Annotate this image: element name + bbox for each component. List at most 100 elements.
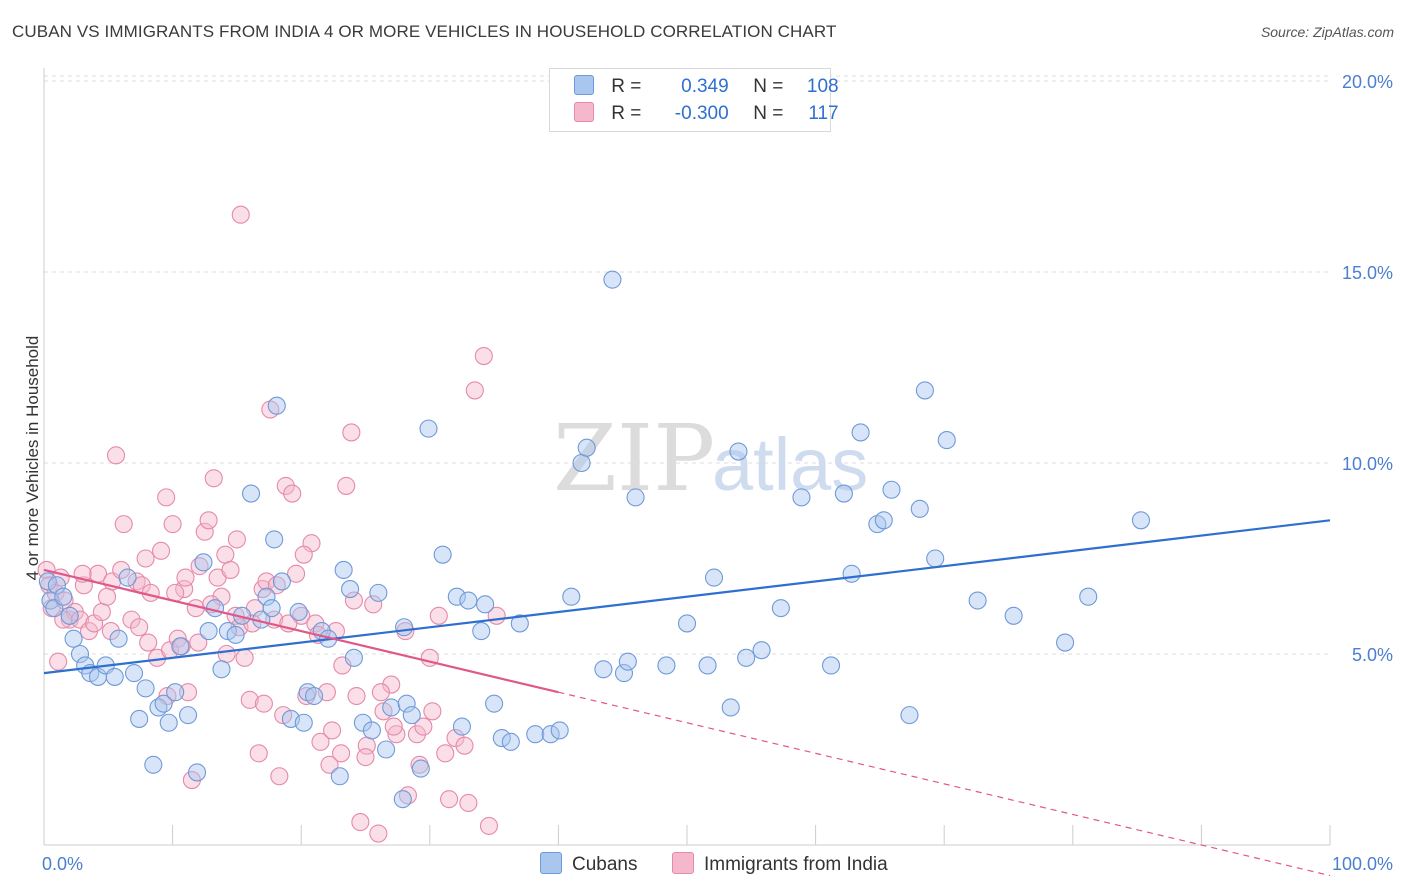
india-point — [436, 744, 455, 763]
cuban-point — [38, 572, 57, 591]
cuban-point — [377, 740, 396, 759]
india-point — [257, 572, 276, 591]
india-point — [429, 606, 448, 625]
legend-n-value: 117 — [808, 103, 839, 124]
cuban-point — [47, 576, 66, 595]
india-point — [114, 515, 133, 534]
cuban-point — [118, 568, 137, 587]
india-point — [276, 476, 295, 495]
cuban-point — [199, 622, 218, 641]
cuban-point — [305, 686, 324, 706]
india-point — [356, 748, 375, 767]
legend-r-value: -0.300 — [674, 103, 729, 124]
legend-n-value: 108 — [806, 76, 839, 97]
bottom-legend-india: Immigrants from India — [672, 852, 888, 876]
cuban-point — [226, 625, 245, 644]
cuban-point — [1004, 606, 1023, 625]
india-point — [212, 587, 231, 606]
legend-swatch-india — [574, 102, 594, 122]
india-point — [337, 476, 356, 495]
cuban-point — [241, 484, 261, 503]
india-points — [37, 205, 506, 843]
cuban-point — [212, 660, 231, 679]
india-point — [130, 618, 149, 637]
cuban-point — [626, 488, 645, 507]
cuban-point — [136, 679, 155, 698]
legend: R = 0.349 N = 108 R = -0.300 N = 117 — [549, 68, 839, 132]
india-point — [176, 568, 195, 587]
india-point — [474, 346, 493, 366]
cuban-point — [54, 587, 73, 606]
india-point — [283, 484, 302, 503]
tick-labels: 5.0% 10.0% 15.0% 20.0% 0.0% 100.0% — [42, 72, 1393, 874]
cuban-point — [70, 644, 90, 664]
cuban-point — [194, 553, 213, 572]
cuban-point — [393, 790, 412, 809]
india-point — [175, 580, 194, 599]
india-point — [440, 790, 459, 809]
india-point — [465, 381, 484, 400]
legend-r-label: R = — [611, 76, 642, 97]
cuban-point — [1056, 633, 1075, 652]
cuban-point — [476, 595, 495, 614]
cuban-point — [915, 381, 934, 400]
cuban-point — [171, 637, 190, 656]
cuban-point — [267, 396, 286, 415]
cuban-point — [737, 648, 756, 667]
cuban-point — [341, 580, 360, 599]
bottom-legend-label: Cubans — [572, 854, 638, 875]
x-tick-label: 100.0% — [1332, 854, 1393, 874]
cuban-point — [882, 480, 901, 499]
cuban-point — [577, 438, 596, 457]
cuban-point — [657, 656, 676, 675]
cuban-point — [937, 431, 956, 450]
cuban-point — [411, 759, 430, 778]
cuban-trend-line — [43, 519, 1331, 675]
india-point — [227, 530, 246, 549]
india-point — [231, 205, 250, 224]
india-point — [369, 824, 388, 843]
india-point — [294, 545, 313, 564]
cuban-point — [1079, 587, 1098, 606]
india-point — [216, 545, 235, 564]
cuban-point — [60, 606, 79, 625]
india-point — [195, 522, 214, 541]
y-axis-label: 4 or more Vehicles in Household — [23, 336, 42, 581]
india-point — [342, 423, 361, 442]
india-point — [351, 813, 370, 832]
watermark-atlas: atlas — [712, 423, 868, 506]
india-point — [249, 744, 268, 763]
cuban-point — [265, 530, 284, 549]
india-point — [163, 515, 182, 534]
india-point — [178, 683, 198, 702]
cuban-point — [526, 725, 545, 744]
cuban-point — [594, 660, 613, 679]
cuban-point — [910, 499, 929, 518]
india-point — [384, 717, 403, 736]
cuban-point — [698, 656, 717, 675]
legend-n-label: N = — [753, 76, 784, 97]
cuban-point — [433, 545, 452, 564]
cuban-point — [900, 706, 919, 725]
india-point — [101, 622, 120, 641]
india-point — [270, 767, 289, 786]
cuban-point — [187, 763, 207, 782]
bottom-legend-cubans: Cubans — [540, 852, 638, 876]
india-point — [332, 744, 351, 763]
cuban-point — [330, 767, 349, 786]
legend-r-value: 0.349 — [681, 76, 729, 97]
india-point — [479, 816, 499, 835]
india-point — [347, 686, 366, 706]
india-point — [217, 644, 236, 664]
cuban-point — [154, 694, 173, 713]
legend-swatch-cubans — [574, 75, 594, 95]
cuban-point — [397, 694, 416, 713]
india-point — [157, 488, 176, 507]
legend-n-label: N = — [753, 103, 784, 124]
india-point — [112, 560, 131, 580]
india-point — [235, 648, 254, 667]
watermark-zip: ZIP — [553, 405, 715, 512]
india-point — [459, 793, 478, 813]
cuban-point — [334, 560, 353, 580]
cuban-point — [1131, 511, 1151, 530]
